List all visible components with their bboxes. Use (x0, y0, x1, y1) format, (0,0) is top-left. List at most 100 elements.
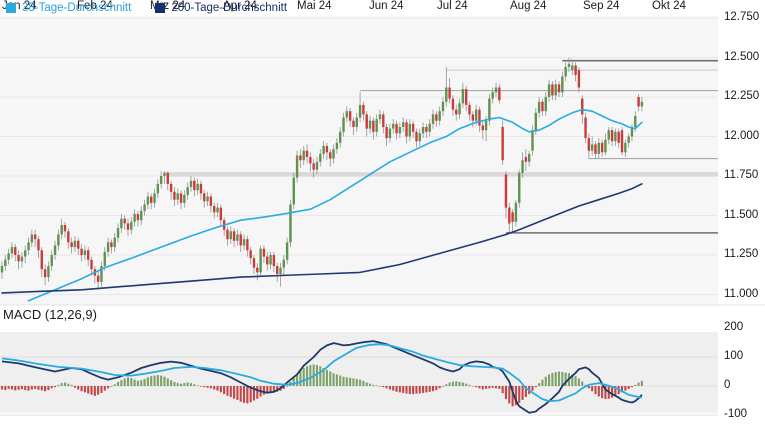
macd-histogram-bar (455, 381, 458, 386)
candle-body (285, 242, 289, 260)
candle-body (445, 87, 448, 102)
macd-histogram-bar (624, 386, 627, 391)
candle-body (574, 65, 577, 75)
macd-histogram-bar (514, 386, 517, 406)
macd-histogram-bar (544, 376, 547, 386)
candle-body (17, 255, 20, 262)
price-panel-background (0, 16, 718, 305)
candle-body (521, 160, 524, 173)
macd-histogram-bar (77, 386, 80, 390)
macd-histogram-bar (236, 386, 239, 400)
candle-body (541, 101, 544, 112)
candle-body (272, 255, 276, 267)
macd-histogram-bar (554, 372, 557, 386)
macd-histogram-bar (70, 384, 73, 386)
macd-histogram-bar (438, 386, 441, 389)
macd-histogram-bar (233, 386, 236, 399)
macd-histogram-bar (342, 376, 345, 386)
macd-histogram-bar (0, 386, 4, 390)
macd-histogram-bar (256, 386, 259, 399)
candle-body (362, 104, 365, 115)
macd-histogram-bar (73, 386, 76, 388)
candle-body (156, 183, 160, 194)
candle-body (282, 259, 286, 268)
candle-body (464, 89, 468, 105)
macd-histogram-bar (53, 386, 57, 388)
macd-histogram-bar (57, 384, 60, 386)
candle-body (7, 253, 10, 260)
candle-body (455, 109, 458, 115)
price-axis-label: 12.500 (724, 50, 760, 63)
candle-body (481, 125, 484, 131)
macd-histogram-bar (133, 379, 136, 386)
candle-body (259, 248, 262, 273)
candle-body (604, 139, 607, 153)
candle-body (219, 207, 223, 221)
candle-body (159, 176, 163, 184)
time-axis-label: Mai 24 (297, 0, 332, 12)
macd-histogram-bar (481, 386, 484, 390)
candle-body (40, 250, 43, 270)
candle-body (60, 224, 63, 235)
macd-histogram-bar (203, 386, 206, 388)
candle-body (14, 247, 17, 255)
macd-histogram-bar (362, 380, 365, 386)
candle-body (315, 161, 319, 170)
candle-body (120, 218, 123, 229)
macd-histogram-bar (302, 368, 305, 386)
time-axis-label: Jul 24 (437, 0, 468, 12)
candle-body (103, 251, 106, 267)
macd-histogram-bar (415, 386, 418, 394)
candle-body (252, 258, 256, 268)
macd-histogram-bar (587, 386, 590, 389)
chart-legend: 38-Tage-Durchschnitt 200-Tage-Durchschni… (6, 0, 287, 16)
macd-histogram-bar (183, 383, 186, 386)
candle-body (126, 223, 130, 230)
candle-body (504, 174, 508, 208)
macd-histogram-bar (441, 386, 445, 387)
macd-histogram-bar (107, 386, 110, 389)
macd-histogram-bar (458, 381, 461, 386)
macd-histogram-bar (60, 383, 63, 386)
macd-histogram-bar (504, 386, 508, 400)
candle-body (216, 207, 219, 213)
candle-body (428, 123, 431, 132)
candle-body (348, 111, 352, 121)
macd-histogram-bar (176, 383, 179, 386)
candle-body (309, 157, 312, 164)
candle-body (567, 63, 571, 67)
candle-body (269, 255, 272, 265)
macd-histogram-bar (269, 386, 272, 393)
candle-body (199, 183, 203, 194)
legend-item-ma38[interactable]: 38-Tage-Durchschnitt (6, 1, 131, 15)
candle-body (67, 231, 70, 243)
candle-body (77, 240, 80, 249)
candle-body (325, 145, 329, 153)
candle-body (378, 114, 382, 120)
macd-histogram-bar (564, 372, 567, 386)
candle-body (57, 234, 60, 246)
macd-histogram-bar (103, 386, 106, 391)
macd-histogram-bar (339, 375, 342, 386)
macd-histogram-bar (465, 383, 468, 386)
macd-histogram-bar (597, 386, 600, 397)
macd-histogram-bar (405, 386, 408, 394)
legend-item-ma200[interactable]: 200-Tage-Durchschnitt (155, 1, 287, 15)
macd-histogram-bar (110, 386, 113, 387)
candle-body (488, 98, 491, 121)
candle-body (27, 242, 30, 251)
candle-body (0, 266, 4, 273)
macd-histogram-bar (359, 379, 362, 386)
macd-histogram-bar (196, 385, 199, 387)
macd-histogram-bar (640, 380, 643, 386)
macd-histogram-bar (276, 386, 279, 392)
macd-histogram-bar (30, 386, 33, 390)
macd-panel-background (0, 332, 718, 413)
candle-body (584, 117, 587, 139)
candle-body (355, 117, 358, 128)
macd-histogram-bar (299, 370, 302, 386)
macd-histogram-bar (87, 386, 90, 394)
macd-histogram-bar (577, 378, 580, 386)
macd-histogram-bar (130, 378, 133, 386)
